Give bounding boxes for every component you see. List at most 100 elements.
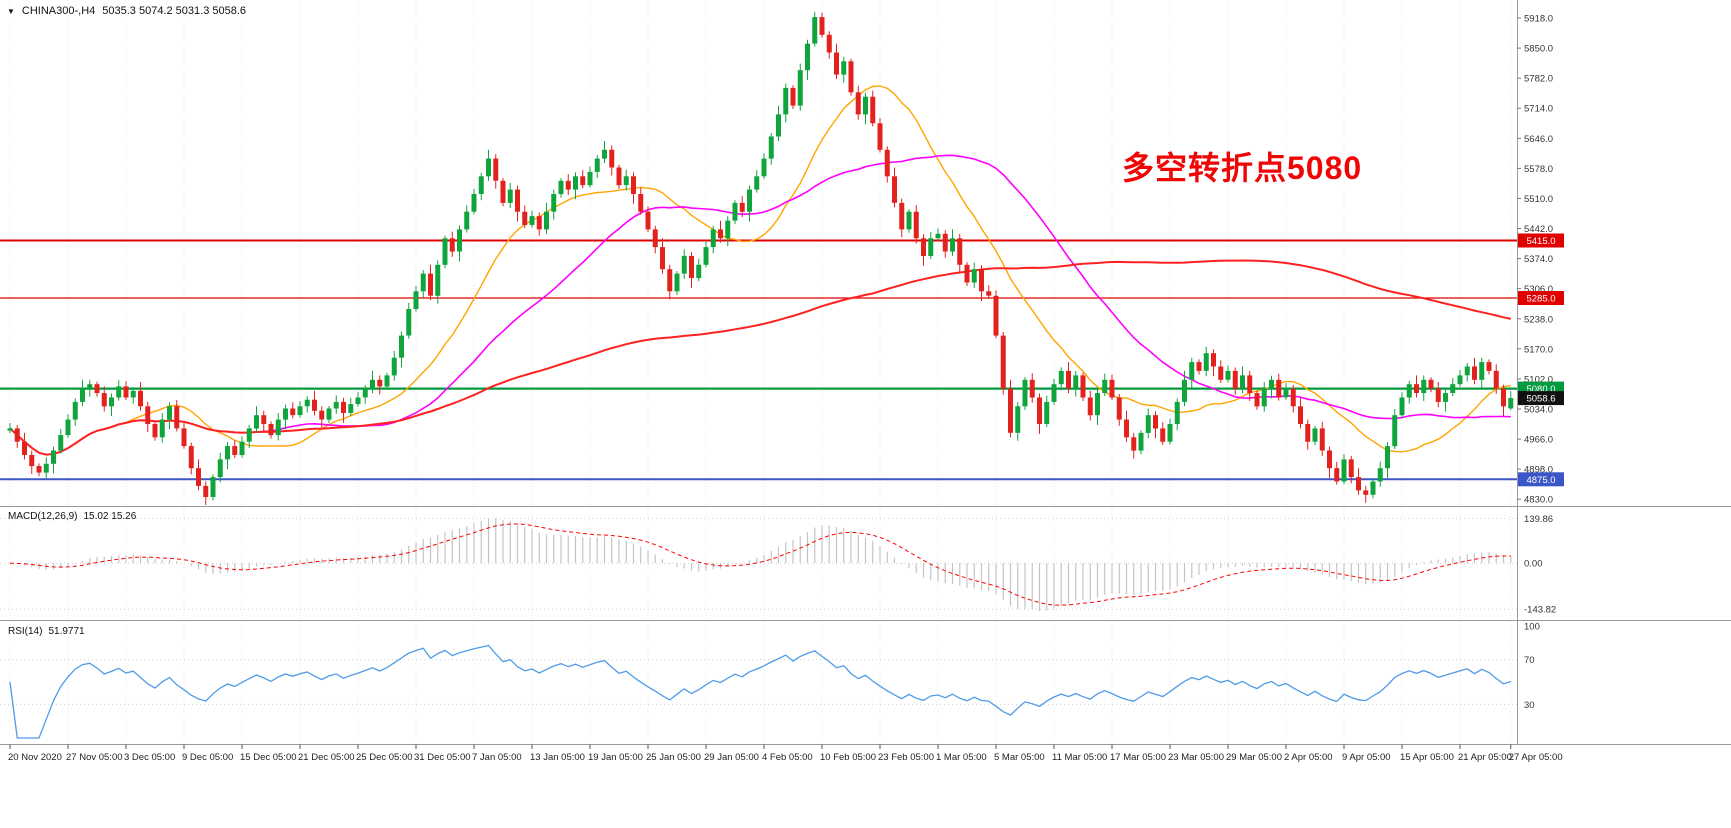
candle <box>906 211 912 230</box>
candle <box>747 189 752 212</box>
macd-axis-label: -143.82 <box>1524 605 1556 616</box>
candle <box>225 446 230 460</box>
candle <box>1327 450 1332 469</box>
time-label: 23 Mar 05:00 <box>1168 752 1224 763</box>
candle <box>1312 428 1318 442</box>
candle <box>72 401 78 420</box>
rsi-axis-label: 30 <box>1524 700 1535 711</box>
symbol-dropdown-caret-icon[interactable]: ▼ <box>7 6 15 16</box>
candle <box>1160 428 1166 442</box>
candle <box>1319 428 1325 451</box>
svg-text:5080.0: 5080.0 <box>1526 384 1555 395</box>
rsi-axis-label: 100 <box>1524 622 1540 633</box>
time-label: 15 Apr 05:00 <box>1400 752 1454 763</box>
time-label: 29 Mar 05:00 <box>1226 752 1282 763</box>
time-label: 27 Apr 05:00 <box>1509 752 1563 763</box>
candle <box>797 70 803 106</box>
candle <box>304 399 310 407</box>
candle <box>783 87 789 115</box>
candle <box>58 435 64 451</box>
candle <box>1232 370 1238 389</box>
candle <box>65 419 71 436</box>
macd-signal-line <box>9 523 1511 606</box>
candle <box>1283 388 1289 398</box>
candle <box>536 216 542 230</box>
candle <box>979 269 984 292</box>
candle <box>754 176 760 190</box>
candle <box>333 401 339 409</box>
candle <box>181 428 187 447</box>
candle <box>196 468 201 486</box>
ohlc-values-label: 5035.3 5074.2 5031.3 5058.6 <box>102 5 247 17</box>
candle <box>834 52 839 75</box>
time-label: 7 Jan 05:00 <box>472 752 522 763</box>
candle <box>1450 384 1456 393</box>
candle <box>696 264 702 279</box>
candle <box>1240 375 1245 389</box>
candle <box>819 17 825 35</box>
candle <box>435 264 441 296</box>
macd-values: 15.02 15.26 <box>83 511 137 522</box>
candle <box>1254 393 1260 407</box>
candle <box>94 384 100 393</box>
rsi-line <box>9 644 1511 739</box>
price-badge-4875.0: 4875.0 <box>1518 472 1564 487</box>
price-axis-label: 5374.0 <box>1524 254 1553 265</box>
candle <box>529 216 535 225</box>
candle <box>950 238 955 252</box>
candle <box>1008 388 1013 433</box>
rsi-panel: 100 70 30 <box>0 622 1540 711</box>
candle <box>1334 468 1340 482</box>
candle <box>1406 384 1412 398</box>
candle <box>1073 375 1079 389</box>
panel-separators <box>0 0 1731 745</box>
price-axis-label: 5306.0 <box>1524 284 1553 295</box>
candle <box>1428 379 1434 389</box>
candle <box>7 428 13 431</box>
candle <box>138 390 143 407</box>
candle <box>660 247 665 270</box>
price-axis-label: 4898.0 <box>1524 465 1553 476</box>
candle <box>1029 379 1035 398</box>
candle <box>1399 397 1405 416</box>
candle <box>370 379 375 389</box>
candle <box>1051 384 1057 402</box>
candle <box>123 386 129 398</box>
candle <box>217 459 223 478</box>
candle <box>739 202 745 212</box>
candle <box>1501 388 1506 407</box>
candle <box>1435 388 1441 402</box>
candle <box>1167 424 1173 442</box>
time-label: 2 Apr 05:00 <box>1284 752 1333 763</box>
candle <box>116 386 122 398</box>
candle <box>1196 362 1202 371</box>
candle <box>848 61 854 93</box>
candle <box>1472 366 1477 380</box>
rsi-name: RSI(14) <box>8 626 43 637</box>
candle <box>826 34 832 53</box>
candle <box>283 408 288 420</box>
candle <box>652 229 658 248</box>
candle <box>1290 388 1296 407</box>
candle <box>290 408 296 416</box>
candle <box>877 123 883 150</box>
candle <box>1015 406 1021 433</box>
candle <box>43 463 49 473</box>
candle <box>109 397 114 407</box>
time-label: 15 Dec 05:00 <box>240 752 297 763</box>
turning-point-annotation[interactable]: 多空转折点5080 <box>1122 150 1363 186</box>
candle <box>609 149 615 168</box>
candle <box>841 61 847 75</box>
time-label: 3 Dec 05:00 <box>124 752 175 763</box>
candle <box>1037 397 1042 424</box>
candle <box>551 194 557 212</box>
candle <box>239 441 245 455</box>
candle <box>1356 477 1361 491</box>
candle <box>1116 397 1122 420</box>
candle <box>493 158 499 181</box>
candle <box>732 202 738 221</box>
candle <box>674 273 680 292</box>
price-axis-label: 5238.0 <box>1524 314 1553 325</box>
candle <box>681 255 687 274</box>
